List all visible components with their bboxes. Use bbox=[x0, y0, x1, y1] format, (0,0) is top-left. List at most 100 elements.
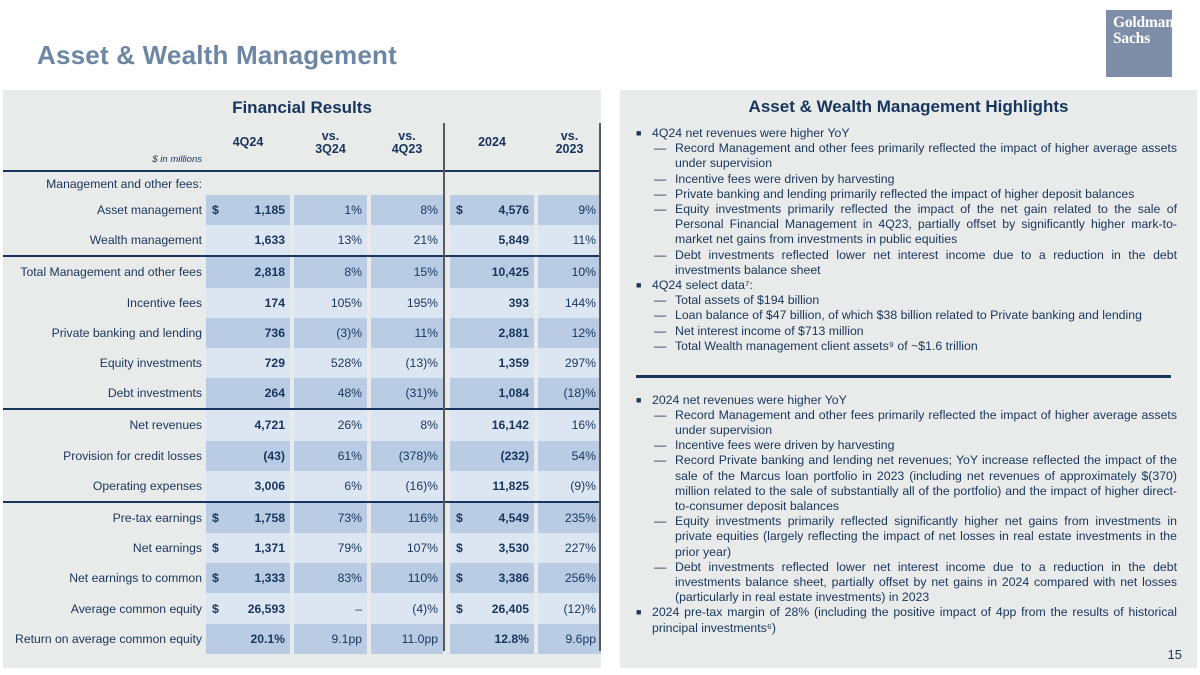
value-cell: 6% bbox=[294, 470, 367, 501]
cell-value: 1,758 bbox=[254, 510, 286, 525]
cell-value: 11,825 bbox=[492, 478, 529, 493]
cell-value: (31)% bbox=[405, 386, 438, 401]
cell-value: 9.6pp bbox=[565, 631, 597, 646]
cell-value: 6% bbox=[344, 478, 362, 493]
value-cell: 11.0pp bbox=[371, 623, 443, 654]
value-cell: $1,371 bbox=[206, 533, 290, 564]
row-label: Wealth management bbox=[89, 233, 202, 248]
value-cell: 235% bbox=[538, 502, 601, 534]
value-cell: 83% bbox=[294, 563, 367, 594]
cell-value: 21% bbox=[413, 233, 438, 248]
value-cell: 297% bbox=[538, 347, 601, 379]
cell-value: 13% bbox=[337, 233, 362, 248]
dash-bullet-icon: — bbox=[654, 407, 667, 422]
value-cell: 528% bbox=[294, 347, 367, 379]
cell-value: 3,006 bbox=[254, 478, 286, 493]
cell-value: 2,818 bbox=[254, 265, 286, 280]
cell-value: 107% bbox=[406, 541, 438, 556]
value-cell: 11% bbox=[371, 317, 443, 348]
value-cell: (12)% bbox=[538, 593, 601, 624]
column-header-vs-4q23: vs. 4Q23 bbox=[371, 120, 443, 165]
cell-value: 54% bbox=[571, 448, 596, 463]
value-cell: (3)% bbox=[294, 317, 367, 348]
cell-value: (378)% bbox=[398, 448, 438, 463]
table-row: Equity investments 729 528% (13)% 1,359 … bbox=[3, 347, 601, 379]
bullet-text: 2024 pre-tax margin of 28% (including th… bbox=[652, 605, 1177, 635]
dash-bullet-icon: — bbox=[654, 293, 667, 308]
cell-value: 73% bbox=[337, 510, 362, 525]
column-header-vs-3q24: vs. 3Q24 bbox=[294, 120, 367, 165]
vs-label: vs. bbox=[560, 128, 579, 143]
value-cell: 110% bbox=[371, 563, 443, 594]
sub-bullet-item: — Incentive fees were driven by harvestin… bbox=[654, 172, 1177, 187]
square-bullet-icon: ■ bbox=[636, 280, 642, 291]
sub-bullet-text: Total assets of $194 billion bbox=[675, 293, 820, 308]
table-row: Net earnings to common $1,333 83% 110% $… bbox=[3, 563, 601, 594]
cell-value: (12)% bbox=[563, 601, 596, 616]
cell-value: 174 bbox=[264, 295, 285, 310]
value-cell: 48% bbox=[294, 378, 367, 409]
row-label: Provision for credit losses bbox=[63, 448, 202, 463]
dash-bullet-icon: — bbox=[654, 202, 667, 217]
sub-bullet-item: — Debt investments reflected lower net in… bbox=[654, 560, 1177, 606]
value-cell: 1,633 bbox=[206, 225, 290, 256]
value-cell: (4)% bbox=[371, 593, 443, 624]
cell-value: 264 bbox=[264, 386, 285, 401]
sub-bullet-text: Equity investments primarily reflected t… bbox=[675, 202, 1177, 247]
row-label: Private banking and lending bbox=[51, 325, 202, 340]
cell-value: 16% bbox=[571, 418, 596, 433]
period-label: 4Q23 bbox=[391, 141, 423, 156]
value-cell: 174 bbox=[206, 287, 290, 318]
cell-value: 116% bbox=[407, 510, 438, 525]
dash-bullet-icon: — bbox=[654, 247, 667, 262]
cell-value: 195% bbox=[406, 295, 438, 310]
cell-value: – bbox=[355, 601, 362, 616]
square-bullet-icon: ■ bbox=[636, 607, 642, 618]
row-label: Asset management bbox=[96, 203, 202, 218]
value-cell: 26% bbox=[294, 410, 367, 441]
cell-value: 3,386 bbox=[498, 571, 530, 586]
square-bullet-icon: ■ bbox=[636, 128, 642, 138]
dollar-sign: $ bbox=[212, 510, 219, 525]
sub-bullet-text: Incentive fees were driven by harvesting bbox=[675, 438, 895, 453]
row-label: Operating expenses bbox=[92, 478, 202, 493]
dash-bullet-icon: — bbox=[654, 171, 667, 186]
cell-value: 61% bbox=[337, 448, 362, 463]
column-header-4q24: 4Q24 bbox=[232, 135, 264, 149]
value-cell: (9)% bbox=[538, 470, 601, 501]
cell-value: 2,881 bbox=[498, 325, 530, 340]
cell-value: 11% bbox=[414, 325, 439, 340]
unit-label: $ in millions bbox=[152, 154, 202, 165]
cell-value: (13)% bbox=[405, 356, 438, 371]
table-header-row: $ in millions 4Q24 vs. 3Q24 vs. 4Q23 202… bbox=[3, 120, 601, 170]
dollar-sign: $ bbox=[212, 571, 219, 586]
value-cell: 2,818 bbox=[206, 257, 290, 288]
sub-bullet-item: — Equity investments primarily reflected … bbox=[654, 202, 1177, 248]
cell-value: 256% bbox=[564, 571, 596, 586]
value-cell: 16% bbox=[538, 410, 601, 441]
table-row: Average common equity $26,593 – (4)% $26… bbox=[3, 593, 601, 624]
dash-bullet-icon: — bbox=[654, 559, 667, 574]
sub-bullet-item: — Record Management and other fees primar… bbox=[654, 408, 1177, 438]
row-label: Net earnings bbox=[132, 541, 202, 556]
financial-results-panel: Financial Results $ in millions 4Q24 vs.… bbox=[3, 90, 601, 668]
value-cell: 9.6pp bbox=[538, 623, 601, 654]
dollar-sign: $ bbox=[212, 203, 219, 218]
cell-value: 1,333 bbox=[254, 571, 286, 586]
dollar-sign: $ bbox=[456, 601, 463, 616]
highlights-body: ■ 4Q24 net revenues were higher YoY — Rec… bbox=[620, 119, 1197, 636]
dollar-sign: $ bbox=[212, 541, 219, 556]
cell-value: (4)% bbox=[412, 601, 438, 616]
sub-bullet-item: — Record Private banking and lending net … bbox=[654, 453, 1177, 514]
sub-bullet-text: Incentive fees were driven by harvesting bbox=[675, 171, 895, 186]
cell-value: 12% bbox=[571, 325, 596, 340]
value-cell: 20.1% bbox=[206, 623, 290, 654]
value-cell: $1,185 bbox=[206, 195, 290, 226]
section-separator-line bbox=[3, 408, 601, 411]
table-row: Asset management $1,185 1% 8% $4,576 9% bbox=[3, 195, 601, 226]
value-cell: $3,386 bbox=[450, 563, 534, 594]
cell-value: (9)% bbox=[570, 478, 596, 493]
column-header-vs-2023: vs. 2023 bbox=[538, 120, 601, 165]
value-cell: 264 bbox=[206, 378, 290, 409]
highlights-panel: Asset & Wealth Management Highlights ■ 4… bbox=[620, 90, 1197, 668]
